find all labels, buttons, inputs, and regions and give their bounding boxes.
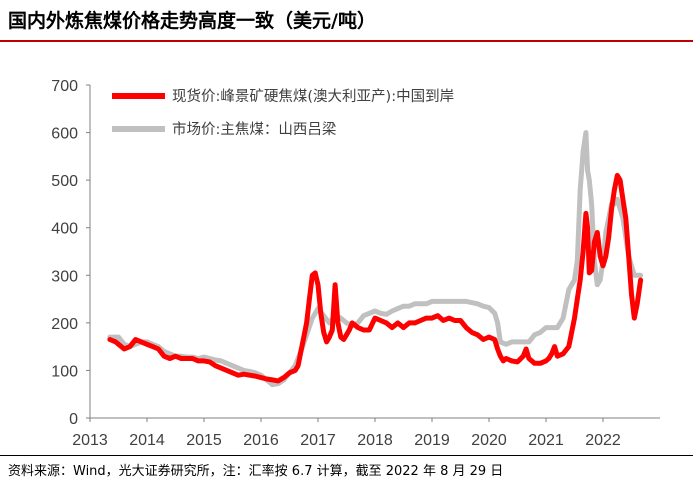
y-tick-label: 100	[51, 363, 78, 380]
legend-label-1: 市场价:主焦煤：山西吕梁	[172, 121, 336, 138]
chart-title: 国内外炼焦煤价格走势高度一致（美元/吨）	[8, 10, 376, 32]
x-tick-label: 2021	[528, 432, 564, 449]
x-tick-label: 2020	[471, 432, 507, 449]
x-tick-label: 2015	[186, 432, 222, 449]
x-tick-label: 2018	[357, 432, 393, 449]
x-tick-label: 2022	[585, 432, 621, 449]
title-underline	[0, 40, 693, 42]
legend-label-0: 现货价:峰景矿硬焦煤(澳大利亚产):中国到岸	[172, 88, 454, 105]
x-axis-tick-labels: 2013 2014 2015 2016 2017 2018 2019 2020 2021 2022	[72, 432, 621, 449]
series-lines	[107, 130, 644, 388]
x-tick-label: 2019	[414, 432, 450, 449]
y-tick-label: 200	[51, 316, 78, 333]
x-tick-label: 2013	[72, 432, 108, 449]
y-tick-label: 300	[51, 268, 78, 285]
footer-divider	[0, 455, 693, 456]
y-tick-label: 500	[51, 173, 78, 190]
source-note: 资料来源：Wind，光大证券研究所，注：汇率按 6.7 计算，截至 2022 年…	[8, 464, 504, 479]
y-tick-label: 700	[51, 78, 78, 95]
x-tick-label: 2014	[129, 432, 165, 449]
y-tick-label: 600	[51, 126, 78, 143]
y-tick-label: 0	[69, 411, 78, 428]
series-line-1	[107, 130, 644, 388]
y-axis-tick-labels: 0 100 200 300 400 500 600 700	[51, 78, 78, 428]
series-line-0	[107, 172, 644, 384]
x-tick-label: 2016	[243, 432, 279, 449]
x-tick-label: 2017	[300, 432, 336, 449]
y-tick-label: 400	[51, 221, 78, 238]
chart-axes	[86, 84, 660, 422]
